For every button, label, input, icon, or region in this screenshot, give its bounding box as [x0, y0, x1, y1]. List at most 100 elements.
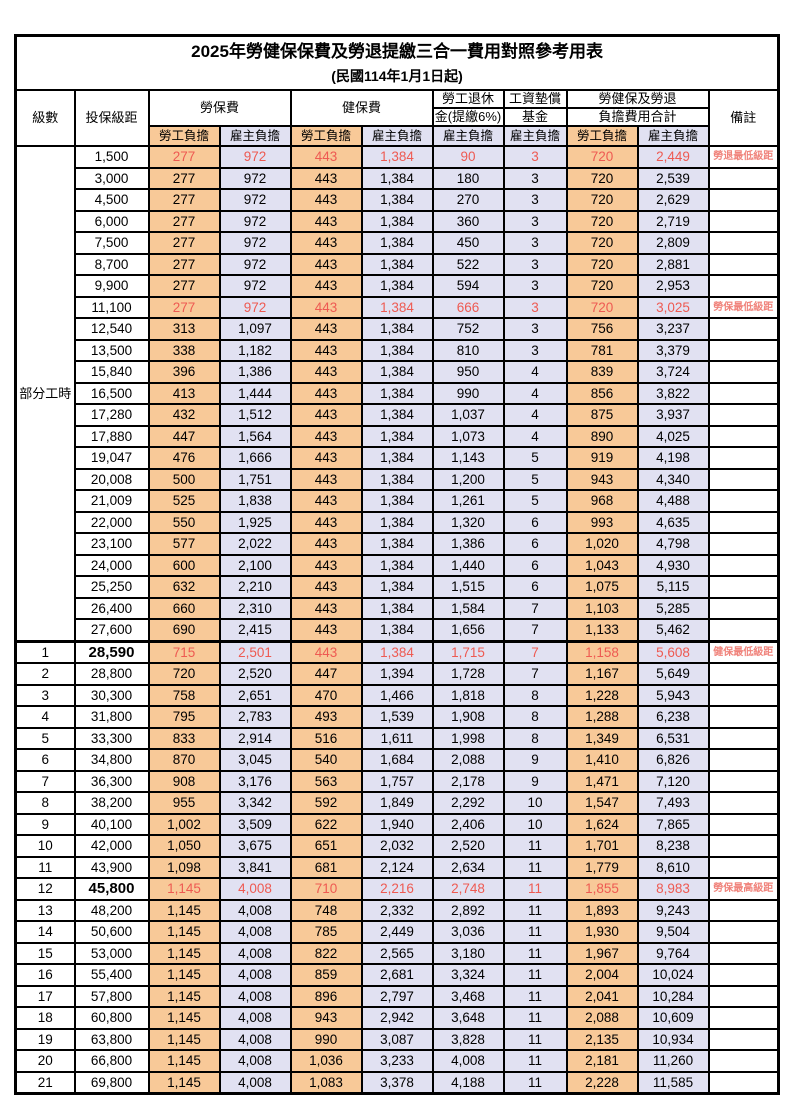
- level-cell: 16: [14, 963, 76, 987]
- value-cell: 2,539: [636, 166, 710, 190]
- value-cell: 4,008: [218, 963, 292, 987]
- value-cell: 2,041: [565, 984, 639, 1008]
- value-cell: 1,384: [360, 446, 434, 470]
- value-cell: 11: [502, 1006, 568, 1030]
- value-cell: 443: [289, 618, 363, 642]
- value-cell: 4,008: [218, 984, 292, 1008]
- level-cell: 17: [14, 984, 76, 1008]
- table-body: 部分工時 1,500 277 972 443 1,384 90 3 720 2,449 勞退最低級距…: [14, 145, 780, 1095]
- value-cell: 720: [565, 188, 639, 212]
- value-cell: 3: [502, 166, 568, 190]
- value-cell: 1,624: [565, 812, 639, 836]
- value-cell: 3,324: [431, 963, 505, 987]
- value-cell: 443: [289, 467, 363, 491]
- col-header-health-insurance: 健保費: [289, 89, 434, 127]
- bracket-cell: 26,400: [73, 596, 150, 620]
- value-cell: 1,288: [565, 705, 639, 729]
- value-cell: 443: [289, 317, 363, 341]
- col-header-total-line1: 勞健保及勞退: [565, 89, 710, 109]
- bracket-cell: 21,009: [73, 489, 150, 513]
- bracket-cell: 15,840: [73, 360, 150, 384]
- value-cell: 6,826: [636, 748, 710, 772]
- value-cell: 4,008: [431, 1049, 505, 1073]
- value-cell: 2,178: [431, 769, 505, 793]
- value-cell: 715: [147, 639, 221, 664]
- value-cell: 4,008: [218, 941, 292, 965]
- value-cell: 594: [431, 274, 505, 298]
- value-cell: 4,198: [636, 446, 710, 470]
- value-cell: 10,024: [636, 963, 710, 987]
- value-cell: 1,145: [147, 963, 221, 987]
- value-cell: 1,384: [360, 596, 434, 620]
- value-cell: 1,098: [147, 855, 221, 879]
- value-cell: 2,797: [360, 984, 434, 1008]
- bracket-cell: 9,900: [73, 274, 150, 298]
- value-cell: 443: [289, 209, 363, 233]
- value-cell: 6,238: [636, 705, 710, 729]
- value-cell: 2,228: [565, 1070, 639, 1095]
- value-cell: 8: [502, 705, 568, 729]
- table-row: 13,500 338 1,182 443 1,384 810 3 781 3,379: [16, 338, 780, 362]
- bracket-cell: 31,800: [73, 705, 150, 729]
- value-cell: 10: [502, 791, 568, 815]
- value-cell: 3,509: [218, 812, 292, 836]
- level-cell: 13: [14, 898, 76, 922]
- value-cell: 277: [147, 145, 221, 169]
- value-cell: 2,032: [360, 834, 434, 858]
- value-cell: 1,097: [218, 317, 292, 341]
- value-cell: 651: [289, 834, 363, 858]
- note-cell: [707, 898, 780, 922]
- note-cell: [707, 683, 780, 707]
- bracket-cell: 1,500: [73, 145, 150, 169]
- bracket-cell: 23,100: [73, 532, 150, 556]
- value-cell: 11: [502, 834, 568, 858]
- value-cell: 2,449: [360, 920, 434, 944]
- subheader-health-employer: 雇主負擔: [360, 125, 434, 147]
- table-row: 19 63,800 1,145 4,008 990 3,087 3,828 11 2,135 10…: [14, 1027, 780, 1051]
- table-row: 13 48,200 1,145 4,008 748 2,332 2,892 11 1,893 9,…: [14, 898, 780, 922]
- value-cell: 3,342: [218, 791, 292, 815]
- table-row: 16,500 413 1,444 443 1,384 990 4 856 3,822: [16, 381, 780, 405]
- value-cell: 10: [502, 812, 568, 836]
- value-cell: 1,384: [360, 252, 434, 276]
- value-cell: 4,008: [218, 877, 292, 901]
- value-cell: 1,349: [565, 726, 639, 750]
- table-row: 11 43,900 1,098 3,841 681 2,124 2,634 11 1,779 8,…: [14, 855, 780, 879]
- value-cell: 3,378: [360, 1070, 434, 1095]
- value-cell: 1,512: [218, 403, 292, 427]
- value-cell: 338: [147, 338, 221, 362]
- value-cell: 11: [502, 941, 568, 965]
- value-cell: 810: [431, 338, 505, 362]
- level-cell: 部分工時: [14, 145, 76, 642]
- value-cell: 1,158: [565, 639, 639, 664]
- value-cell: 950: [431, 360, 505, 384]
- note-cell: [707, 231, 780, 255]
- value-cell: 432: [147, 403, 221, 427]
- value-cell: 2,100: [218, 553, 292, 577]
- value-cell: 563: [289, 769, 363, 793]
- value-cell: 5,649: [636, 662, 710, 686]
- value-cell: 8: [502, 726, 568, 750]
- note-cell: [707, 553, 780, 577]
- level-cell: 10: [14, 834, 76, 858]
- value-cell: 277: [147, 231, 221, 255]
- value-cell: 1,384: [360, 639, 434, 664]
- value-cell: 660: [147, 596, 221, 620]
- value-cell: 2,181: [565, 1049, 639, 1073]
- value-cell: 7,120: [636, 769, 710, 793]
- note-cell: [707, 618, 780, 642]
- value-cell: 3,025: [636, 295, 710, 319]
- value-cell: 972: [218, 274, 292, 298]
- value-cell: 2,216: [360, 877, 434, 901]
- value-cell: 1,073: [431, 424, 505, 448]
- value-cell: 1,133: [565, 618, 639, 642]
- value-cell: 277: [147, 209, 221, 233]
- note-cell: [707, 748, 780, 772]
- value-cell: 1,050: [147, 834, 221, 858]
- value-cell: 443: [289, 596, 363, 620]
- level-cell: 19: [14, 1027, 76, 1051]
- value-cell: 6: [502, 553, 568, 577]
- value-cell: 1,384: [360, 532, 434, 556]
- value-cell: 3,648: [431, 1006, 505, 1030]
- level-cell: 21: [14, 1070, 76, 1095]
